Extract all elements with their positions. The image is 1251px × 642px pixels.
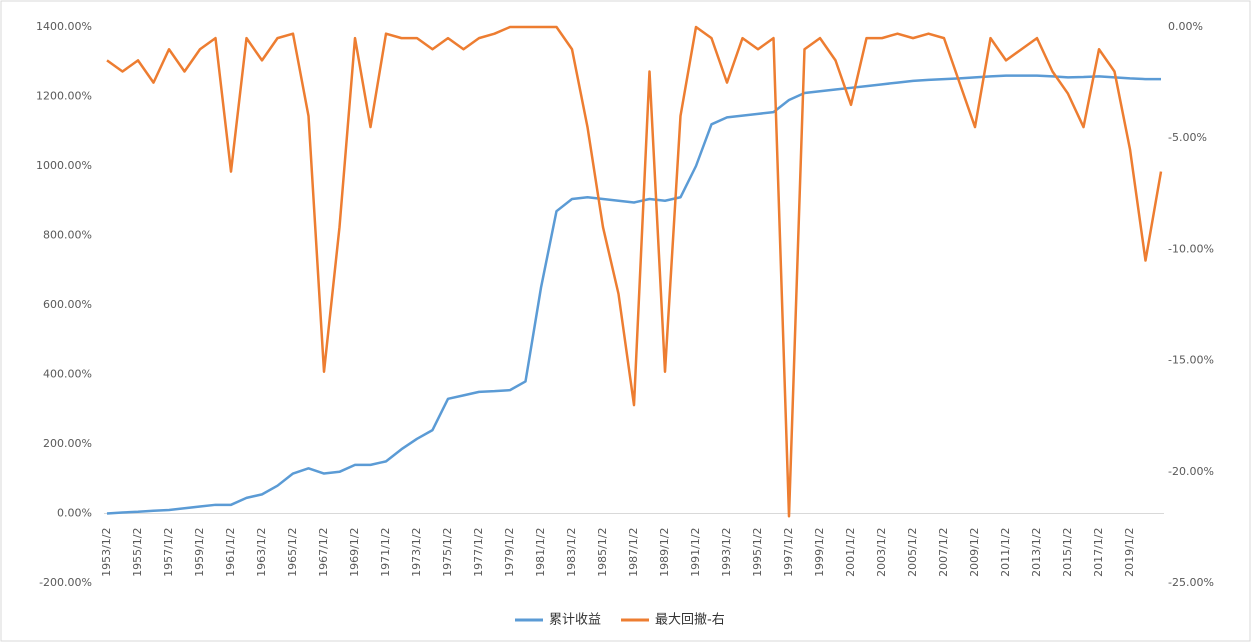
y2-tick-label: -5.00% bbox=[1168, 131, 1207, 144]
x-tick-label: 1971/1/2 bbox=[379, 528, 392, 577]
x-tick-label: 1997/1/2 bbox=[782, 528, 795, 577]
x-tick-label: 1963/1/2 bbox=[255, 528, 268, 577]
y2-tick-label: -20.00% bbox=[1168, 465, 1214, 478]
x-tick-label: 2009/1/2 bbox=[968, 528, 981, 577]
x-tick-label: 1985/1/2 bbox=[596, 528, 609, 577]
x-tick-label: 1953/1/2 bbox=[100, 528, 113, 577]
x-tick-label: 2019/1/2 bbox=[1123, 528, 1136, 577]
series-line bbox=[106, 25, 1163, 518]
x-tick-label: 1993/1/2 bbox=[720, 528, 733, 577]
x-tick-label: 2017/1/2 bbox=[1092, 528, 1105, 577]
x-tick-label: 1961/1/2 bbox=[224, 528, 237, 577]
y2-tick-label: -15.00% bbox=[1168, 354, 1214, 367]
x-tick-label: 1989/1/2 bbox=[658, 528, 671, 577]
x-tick-label: 1987/1/2 bbox=[627, 528, 640, 577]
x-tick-label: 1981/1/2 bbox=[534, 528, 547, 577]
y-tick-label: 0.00% bbox=[57, 507, 92, 520]
x-tick-label: 2007/1/2 bbox=[937, 528, 950, 577]
y2-tick-label: -25.00% bbox=[1168, 576, 1214, 589]
x-tick-label: 1969/1/2 bbox=[348, 528, 361, 577]
legend-label: 累计收益 bbox=[549, 613, 601, 628]
x-tick-label: 1975/1/2 bbox=[441, 528, 454, 577]
x-tick-label: 2003/1/2 bbox=[875, 528, 888, 577]
legend-label: 最大回撤-右 bbox=[655, 612, 725, 628]
x-tick-label: 2001/1/2 bbox=[844, 528, 857, 577]
x-tick-label: 1979/1/2 bbox=[503, 528, 516, 577]
x-tick-label: 2015/1/2 bbox=[1061, 528, 1074, 577]
x-tick-label: 1967/1/2 bbox=[317, 528, 330, 577]
legend: 累计收益 最大回撤-右 bbox=[515, 612, 725, 628]
x-tick-label: 2013/1/2 bbox=[1030, 528, 1043, 577]
y2-tick-label: -10.00% bbox=[1168, 242, 1214, 255]
x-tick-label: 2011/1/2 bbox=[999, 528, 1012, 577]
x-tick-label: 1973/1/2 bbox=[410, 528, 423, 577]
y-tick-label: 400.00% bbox=[43, 368, 92, 381]
y-tick-label: 200.00% bbox=[43, 437, 92, 450]
y-tick-label: 800.00% bbox=[43, 229, 92, 242]
x-tick-label: 1983/1/2 bbox=[565, 528, 578, 577]
y2-tick-label: 0.00% bbox=[1168, 20, 1203, 33]
x-tick-label: 1965/1/2 bbox=[286, 528, 299, 577]
y-tick-label: 1400.00% bbox=[36, 20, 92, 33]
y-tick-label: 1000.00% bbox=[36, 159, 92, 172]
x-tick-label: 1977/1/2 bbox=[472, 528, 485, 577]
x-tick-label: 1955/1/2 bbox=[131, 528, 144, 577]
x-tick-label: 2005/1/2 bbox=[906, 528, 919, 577]
y-tick-label: 600.00% bbox=[43, 298, 92, 311]
x-tick-label: 1959/1/2 bbox=[193, 528, 206, 577]
x-tick-label: 1957/1/2 bbox=[162, 528, 175, 577]
y-tick-label: 1200.00% bbox=[36, 90, 92, 103]
y-tick-label: -200.00% bbox=[39, 576, 92, 589]
series-line bbox=[106, 74, 1161, 515]
x-tick-label: 1999/1/2 bbox=[813, 528, 826, 577]
x-tick-label: 1991/1/2 bbox=[689, 528, 702, 577]
x-tick-label: 1995/1/2 bbox=[751, 528, 764, 577]
